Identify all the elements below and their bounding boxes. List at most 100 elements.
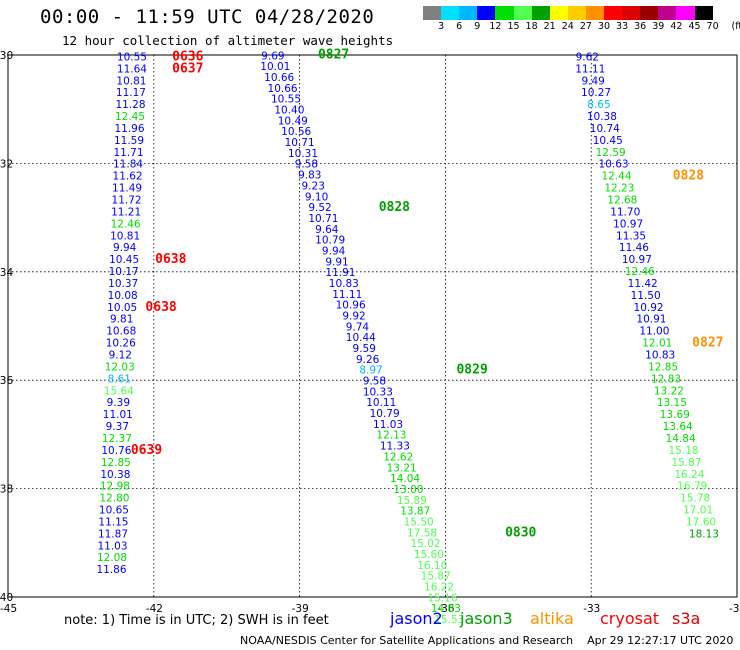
- pass-time-label: 0830: [505, 525, 536, 540]
- x-tick-label: -36: [437, 603, 454, 615]
- swh-value: 9.92: [342, 310, 365, 322]
- swh-value: 11.03: [373, 419, 403, 431]
- swh-value: 9.39: [107, 397, 130, 409]
- swh-value: 9.94: [113, 242, 137, 254]
- swh-value: 9.64: [315, 224, 339, 236]
- swh-value: 15.89: [397, 495, 427, 507]
- pass-time-label: 0828: [379, 200, 410, 215]
- swh-value: 10.92: [634, 302, 664, 314]
- swh-value: 10.66: [268, 83, 298, 95]
- footer-note: note: 1) Time is in UTC; 2) SWH is in fe…: [64, 613, 329, 628]
- swh-value: 10.56: [281, 126, 311, 138]
- swh-value: 11.11: [575, 63, 605, 75]
- x-tick-label: -39: [292, 603, 309, 615]
- swh-value: 11.42: [628, 278, 658, 290]
- swh-value: 10.37: [108, 278, 138, 290]
- x-tick-label: -33: [583, 603, 600, 615]
- swh-value: 11.62: [113, 171, 143, 183]
- swh-value: 8.97: [359, 365, 382, 377]
- scale-swatch: [423, 6, 442, 20]
- scale-label: 27: [579, 21, 592, 32]
- swh-value: 11.72: [112, 195, 142, 207]
- swh-value: 10.79: [315, 235, 345, 247]
- swh-value: 9.74: [346, 321, 370, 333]
- swh-value: 9.37: [106, 421, 129, 433]
- swh-value: 12.44: [601, 171, 631, 183]
- swh-value: 13.15: [657, 397, 687, 409]
- swh-value: 9.12: [109, 350, 132, 362]
- swh-value: 10.83: [645, 350, 675, 362]
- swh-value: 10.31: [288, 148, 318, 160]
- swh-value: 12.85: [101, 457, 131, 469]
- swh-value: 10.81: [110, 230, 140, 242]
- scale-label: 21: [543, 21, 556, 32]
- swh-value: 13.87: [400, 506, 430, 518]
- swh-value: 12.01: [642, 338, 672, 350]
- swh-value: 10.38: [100, 469, 130, 481]
- swh-value: 10.83: [329, 278, 359, 290]
- swh-value: 11.00: [639, 326, 669, 338]
- swh-value: 13.00: [393, 484, 423, 496]
- swh-value: 12.80: [99, 493, 129, 505]
- swh-value: 9.94: [322, 245, 346, 257]
- swh-value: 12.68: [607, 195, 637, 207]
- swh-value: 8.61: [108, 373, 131, 385]
- swh-value: 11.59: [114, 135, 144, 147]
- scale-swatch: [604, 6, 623, 20]
- swh-value: 11.35: [616, 230, 646, 242]
- pass-time-label: 0639: [131, 443, 162, 458]
- swh-value: 11.70: [610, 206, 640, 218]
- swh-value: 10.44: [346, 332, 376, 344]
- swh-value: 12.46: [111, 218, 141, 230]
- swh-value: 10.49: [278, 115, 308, 127]
- swh-value: 15.87: [671, 457, 701, 469]
- y-tick-label: -32: [0, 158, 13, 170]
- footer-credit: NOAA/NESDIS Center for Satellite Applica…: [240, 634, 734, 647]
- swh-value: 14.84: [666, 433, 696, 445]
- swh-value: 10.45: [109, 254, 139, 266]
- swh-value: 11.01: [103, 409, 133, 421]
- swh-value: 15.53: [434, 614, 464, 626]
- legend-jason3: jason3: [460, 609, 513, 628]
- scale-label: 30: [597, 21, 611, 32]
- legend-jason2: jason2: [390, 609, 443, 628]
- swh-value: 12.85: [648, 361, 678, 373]
- scale-swatch: [513, 6, 533, 20]
- swh-value: 12.37: [102, 433, 132, 445]
- swh-value: 11.28: [115, 99, 145, 111]
- swh-value: 9.49: [581, 75, 604, 87]
- scale-label: 45: [688, 21, 701, 32]
- y-tick-label: -36: [0, 375, 13, 387]
- scale-label: 9: [474, 21, 481, 32]
- swh-value: 10.26: [106, 338, 136, 350]
- page-subtitle: 12 hour collection of altimeter wave hei…: [62, 33, 394, 48]
- scale-swatch: [640, 6, 659, 20]
- swh-value: 12.83: [651, 373, 681, 385]
- swh-value: 11.49: [112, 183, 142, 195]
- swh-value: 14.04: [390, 473, 420, 485]
- swh-value: 9.58: [363, 376, 386, 388]
- swh-value: 15.50: [404, 516, 434, 528]
- legend-s3a: s3a: [672, 609, 701, 628]
- pass-time-label: 0636: [172, 49, 203, 64]
- swh-value: 11.71: [113, 147, 143, 159]
- swh-value: 10.40: [274, 105, 304, 117]
- swh-value: 12.13: [376, 430, 406, 442]
- swh-value: 16.10: [417, 560, 447, 572]
- legend-cryosat: cryosat: [600, 609, 660, 628]
- scale-label: (ft): [731, 21, 740, 32]
- swh-value: 11.50: [631, 290, 661, 302]
- swh-value: 9.52: [308, 202, 331, 214]
- scale-label: 3: [438, 21, 445, 32]
- swh-value: 12.59: [596, 147, 626, 159]
- pass-time-label: 0827: [692, 336, 723, 351]
- swh-value: 8.65: [587, 99, 610, 111]
- swh-value: 13.64: [663, 421, 693, 433]
- swh-value: 11.87: [98, 528, 128, 540]
- swh-value: 9.91: [325, 256, 348, 268]
- swh-value: 10.68: [106, 326, 136, 338]
- swh-value: 9.81: [110, 314, 133, 326]
- swh-value: 9.10: [305, 191, 328, 203]
- swh-value: 9.26: [356, 354, 380, 366]
